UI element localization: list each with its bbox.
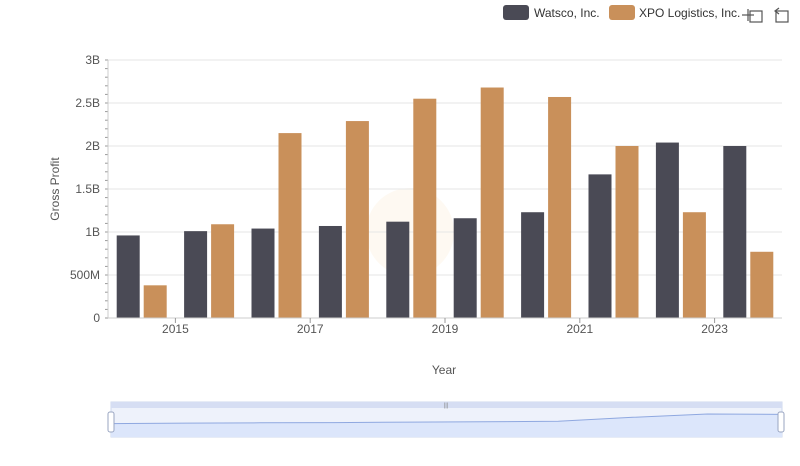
bar-watsco-2015[interactable] xyxy=(184,231,208,318)
bar-watsco-2017[interactable] xyxy=(318,225,342,318)
bar-watsco-2021[interactable] xyxy=(588,174,612,318)
y-tick-label: 2.5B xyxy=(75,96,100,110)
legend-item-watsco[interactable]: Watsco, Inc. xyxy=(503,5,600,20)
bar-xpo-2016[interactable] xyxy=(278,133,302,318)
bar-xpo-2014[interactable] xyxy=(143,285,167,318)
legend-label-watsco: Watsco, Inc. xyxy=(534,6,600,20)
navigator-grip-icon[interactable]: ||| xyxy=(444,403,449,409)
legend-swatch-watsco xyxy=(503,5,529,20)
bar-watsco-2019[interactable] xyxy=(453,218,477,318)
bar-watsco-2016[interactable] xyxy=(251,228,275,318)
y-tick-label: 3B xyxy=(85,53,100,67)
navigator-line xyxy=(110,413,783,425)
bar-watsco-2018[interactable] xyxy=(386,221,410,318)
bar-xpo-2015[interactable] xyxy=(211,224,235,318)
legend-label-xpo: XPO Logistics, Inc. xyxy=(639,6,740,20)
y-axis-label: Gross Profit xyxy=(48,157,62,221)
bars xyxy=(116,87,774,319)
bar-xpo-2023[interactable] xyxy=(750,251,774,318)
navigator-left-handle[interactable] xyxy=(107,411,115,433)
bar-xpo-2018[interactable] xyxy=(413,98,437,318)
y-tick-label: 1B xyxy=(85,225,100,239)
x-tick-label: 2019 xyxy=(432,322,459,336)
bar-watsco-2022[interactable] xyxy=(655,142,679,318)
bar-xpo-2021[interactable] xyxy=(615,146,639,318)
legend-item-xpo[interactable]: XPO Logistics, Inc. xyxy=(609,5,740,20)
y-tick-label: 2B xyxy=(85,139,100,153)
navigator-scrollbar[interactable] xyxy=(111,402,782,408)
y-tick-label: 0 xyxy=(93,311,100,325)
reset-zoom-icon[interactable] xyxy=(774,7,789,23)
x-tick-label: 2021 xyxy=(566,322,593,336)
bar-xpo-2019[interactable] xyxy=(480,87,504,319)
x-axis-label: Year xyxy=(432,363,456,377)
bar-watsco-2020[interactable] xyxy=(521,212,545,318)
y-tick-label: 1.5B xyxy=(75,182,100,196)
bar-xpo-2017[interactable] xyxy=(345,121,369,318)
x-tick-label: 2017 xyxy=(297,322,324,336)
x-tick-label: 2023 xyxy=(701,322,728,336)
x-tick-labels: 2015 2017 2019 2021 2023 xyxy=(162,318,728,336)
bar-watsco-2023[interactable] xyxy=(723,146,747,318)
bar-xpo-2020[interactable] xyxy=(548,96,572,318)
y-tick-label: 500M xyxy=(70,268,100,282)
legend: Watsco, Inc. XPO Logistics, Inc. xyxy=(503,5,740,20)
bar-watsco-2014[interactable] xyxy=(116,235,140,318)
bar-xpo-2022[interactable] xyxy=(682,212,706,318)
y-tick-labels: 0 500M 1B 1.5B 2B 2.5B 3B xyxy=(70,53,100,325)
navigator-area xyxy=(111,414,782,437)
crosshair-icon[interactable] xyxy=(742,9,763,23)
navigator-right-handle[interactable] xyxy=(777,411,785,433)
x-tick-label: 2015 xyxy=(162,322,189,336)
legend-swatch-xpo xyxy=(609,5,635,20)
range-navigator[interactable]: ||| xyxy=(107,401,785,438)
